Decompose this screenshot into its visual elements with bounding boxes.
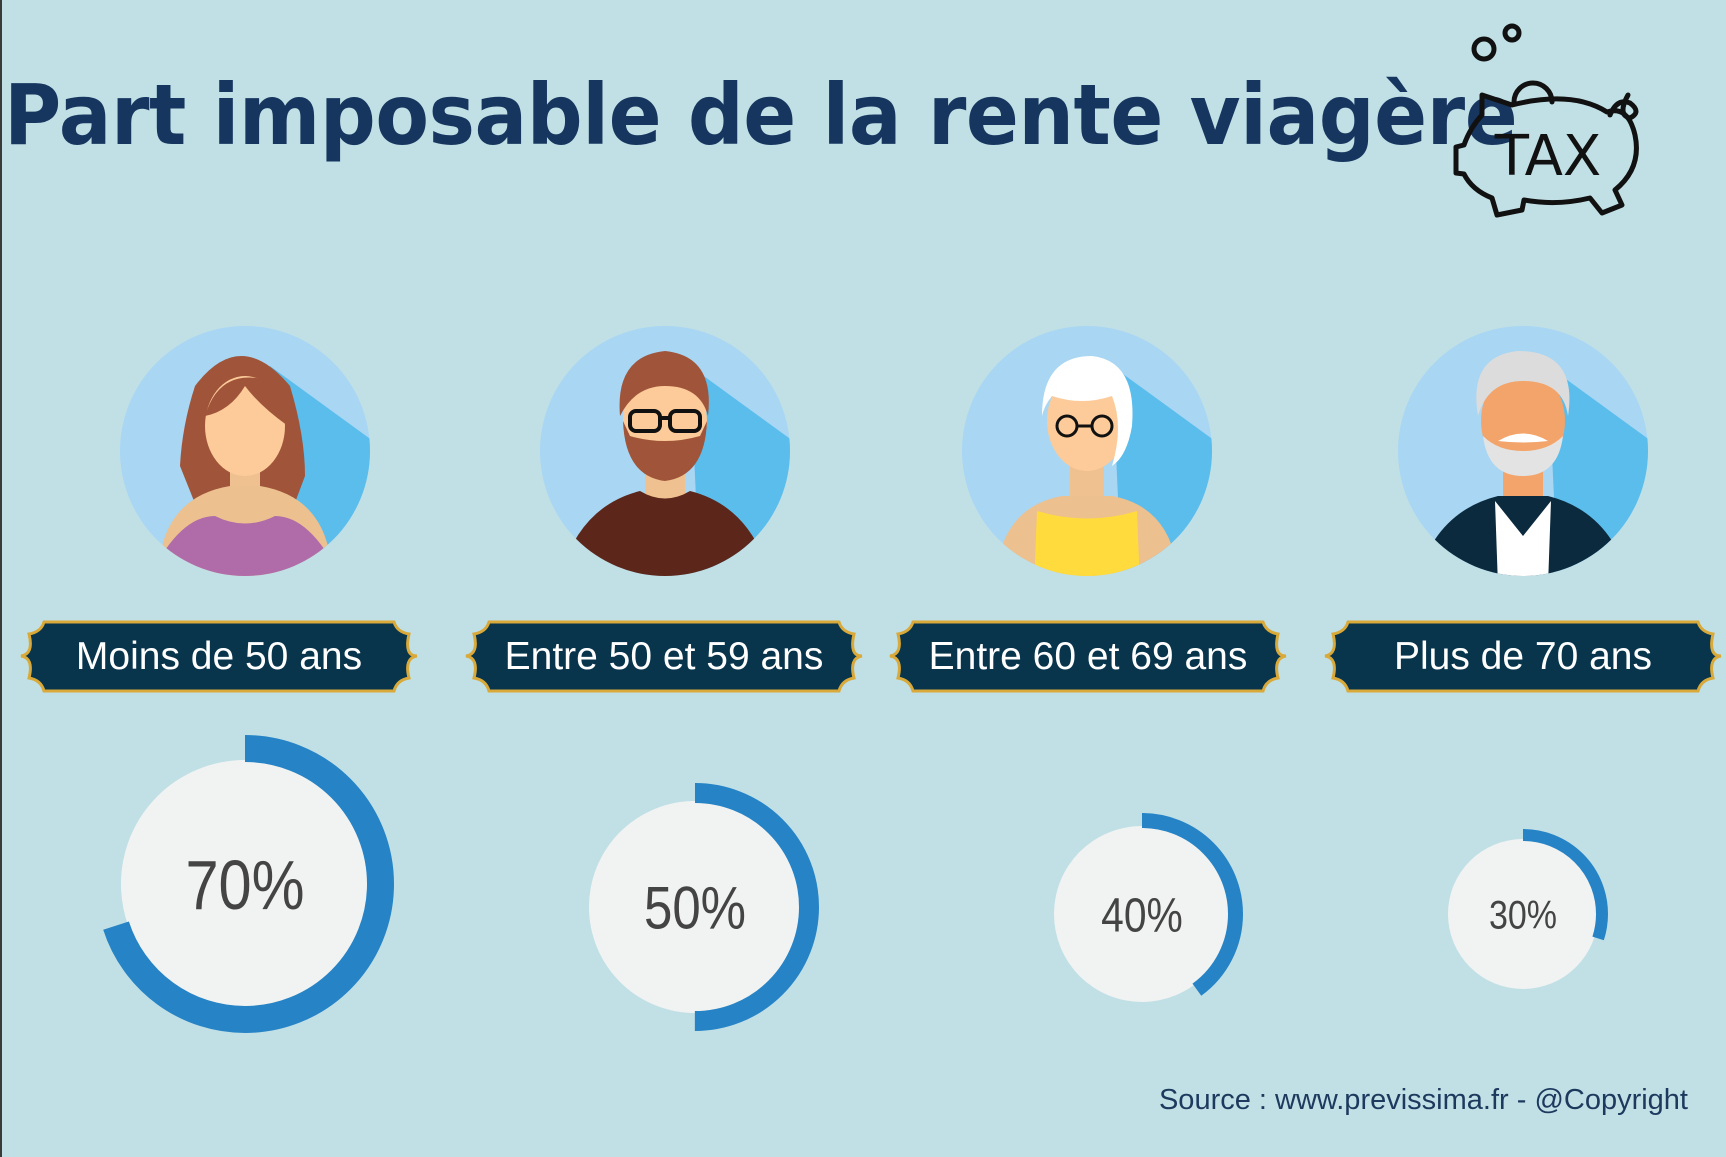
age-group-label-3: Entre 60 et 69 ans (888, 620, 1288, 693)
age-group-label-text: Entre 60 et 69 ans (928, 634, 1248, 678)
donut-2: 50% (571, 783, 819, 1031)
donut-disk (589, 801, 801, 1013)
donut-progress-arc (571, 783, 819, 1031)
donut-progress-arc (1041, 813, 1243, 1015)
donut-percent-label: 40% (1101, 889, 1183, 942)
donut-percent-label: 50% (644, 875, 746, 942)
avatar-young-woman (120, 326, 370, 576)
source-credit: Source : www.previssima.fr - @Copyright (1158, 1084, 1688, 1116)
page-title: Part imposable de la rente viagère (4, 66, 1518, 164)
banner-frame (465, 620, 863, 693)
donut-percent-label: 30% (1489, 892, 1557, 937)
age-group-label-2: Entre 50 et 59 ans (464, 620, 864, 693)
age-group-label-4: Plus de 70 ans (1323, 620, 1723, 693)
age-group-label-text: Moins de 50 ans (75, 634, 363, 678)
age-group-label-text: Entre 50 et 59 ans (504, 634, 824, 678)
donut-percent-label: 70% (185, 846, 304, 925)
avatar-bearded-man-glasses (540, 326, 790, 576)
donut-3: 40% (1041, 813, 1243, 1015)
age-group-label-1: Moins de 50 ans (19, 620, 419, 693)
donut-1: 70% (96, 735, 394, 1033)
avatar-elderly-man-mustache (1398, 326, 1648, 576)
donut-disk (1054, 826, 1230, 1002)
banner-frame (1324, 620, 1722, 693)
svg-text:TAX: TAX (1494, 124, 1602, 189)
avatar-older-woman-glasses (962, 326, 1212, 576)
donut-progress-arc (96, 735, 394, 1033)
donut-4: 30% (1438, 829, 1608, 999)
donut-disk (121, 760, 369, 1008)
donut-disk (1448, 839, 1598, 989)
piggy-bank-tax-icon: TAX (1453, 23, 1639, 218)
donut-progress-arc (1438, 829, 1608, 999)
banner-frame (20, 620, 418, 693)
banner-frame (889, 620, 1287, 693)
age-group-label-text: Plus de 70 ans (1393, 634, 1652, 678)
